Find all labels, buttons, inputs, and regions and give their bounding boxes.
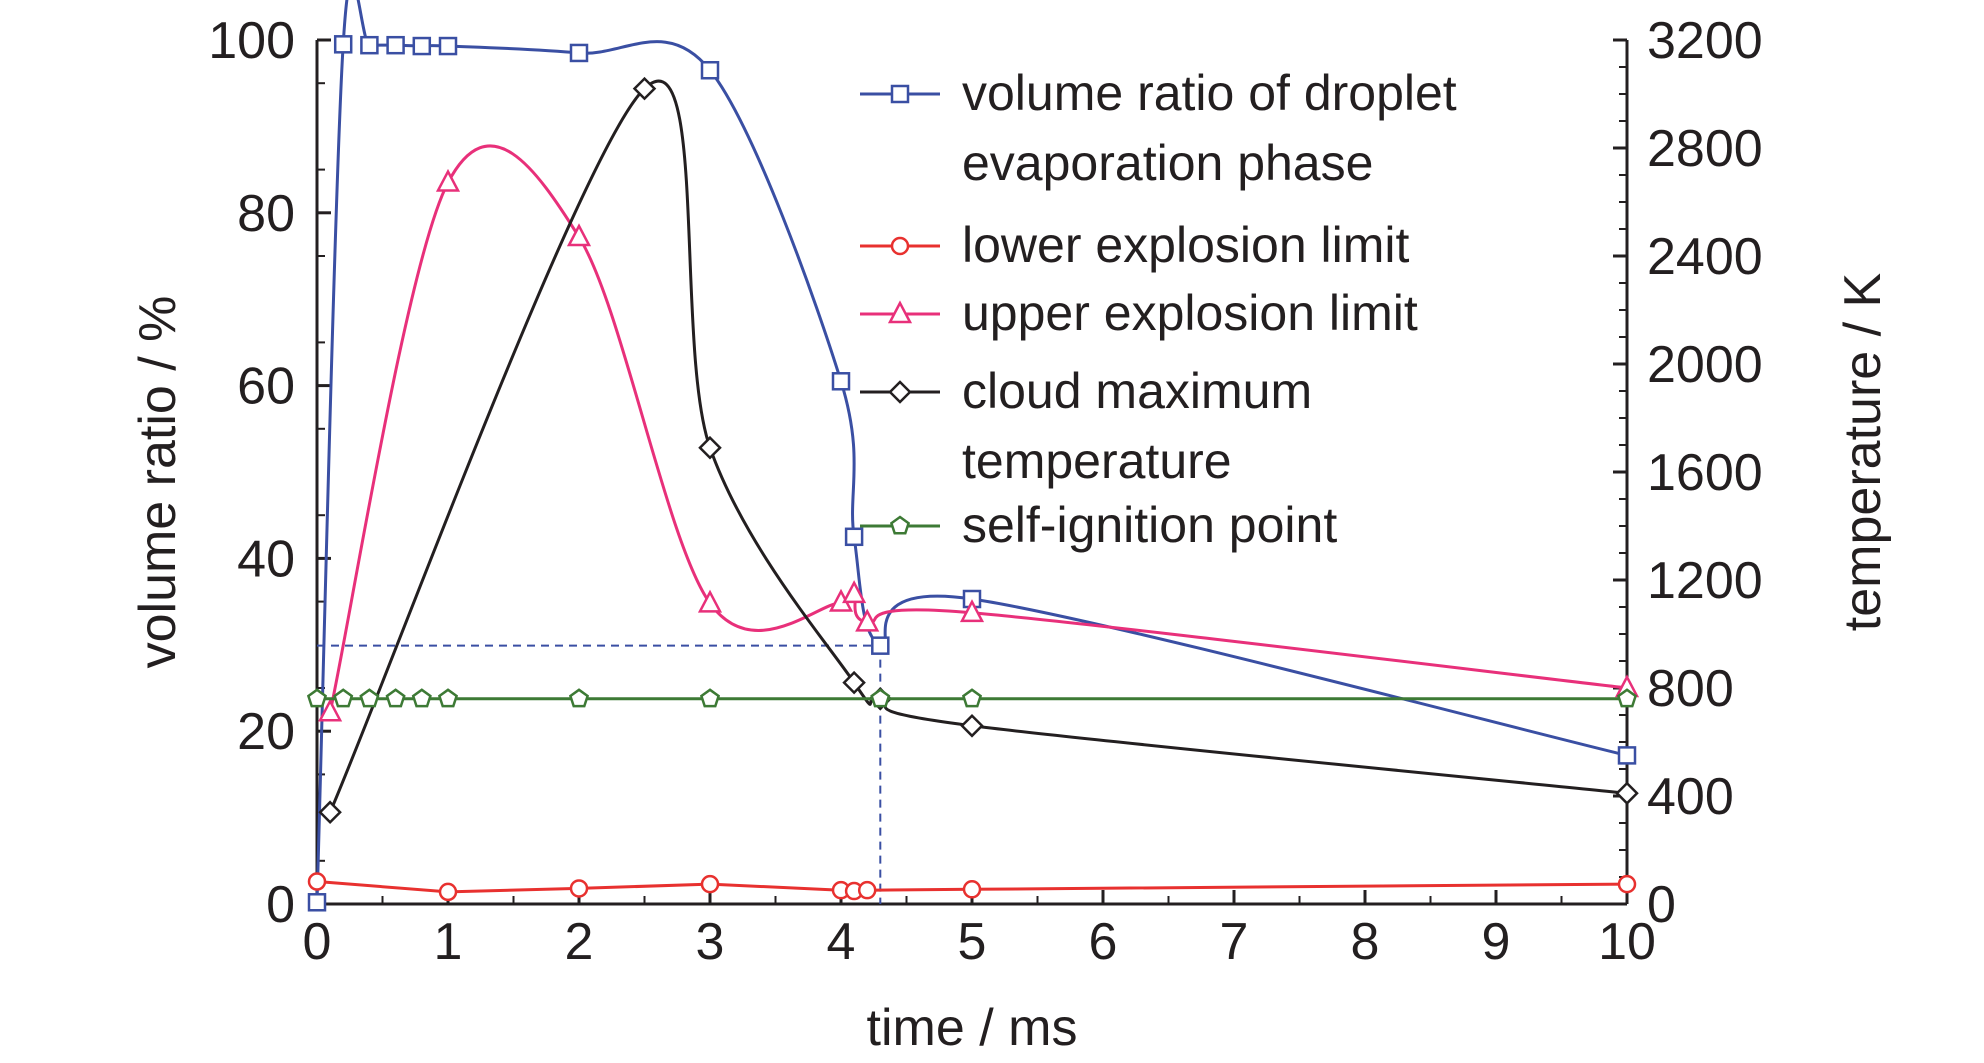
y2-tick-label: 2800 (1647, 120, 1763, 178)
data-point (307, 872, 327, 891)
data-point (855, 608, 880, 632)
data-point (842, 670, 866, 695)
x-tick-label: 2 (565, 913, 594, 971)
data-point (697, 589, 723, 613)
y2-tick-label: 400 (1647, 768, 1734, 826)
x-tick-label: 1 (434, 913, 463, 971)
data-point (438, 882, 458, 902)
data-point (385, 688, 406, 708)
x-tick-label: 9 (1482, 913, 1511, 971)
data-point (959, 599, 985, 623)
y2-tick-label: 1200 (1647, 552, 1763, 610)
legend-label: self-ignition point (962, 497, 1337, 553)
data-point (844, 527, 864, 547)
series-pentagon (306, 688, 1638, 708)
data-point (412, 36, 432, 56)
series-circle (307, 872, 1637, 902)
data-point (1617, 746, 1637, 765)
y-tick-label: 100 (208, 12, 295, 70)
y2-tick-label: 3200 (1647, 12, 1763, 70)
legend-marker (888, 380, 912, 404)
x-tick-label: 3 (696, 913, 725, 971)
series-line (315, 0, 1628, 903)
y2-axis-title: temperature / K (1834, 272, 1892, 631)
y-tick-label: 80 (237, 185, 295, 243)
legend-label: upper explosion limit (962, 285, 1418, 341)
y2-tick-label: 2400 (1647, 228, 1763, 286)
x-tick-label: 5 (958, 913, 987, 971)
data-point (960, 714, 984, 738)
data-point (333, 35, 353, 54)
data-point (698, 435, 722, 460)
legend-label: lower explosion limit (962, 217, 1409, 273)
x-tick-label: 8 (1351, 913, 1380, 971)
data-point (871, 636, 890, 655)
legend-label: volume ratio of droplet (962, 65, 1457, 121)
data-point (569, 879, 589, 898)
data-point (569, 43, 589, 63)
data-point (435, 168, 461, 192)
data-point (566, 223, 592, 247)
data-point (831, 372, 851, 391)
data-point (632, 76, 657, 101)
x-tick-label: 10 (1598, 913, 1656, 971)
legend-marker (887, 300, 913, 324)
data-point (306, 688, 328, 708)
data-point (318, 800, 342, 824)
data-point (961, 688, 983, 708)
legend: volume ratio of droplet evaporation phase… (860, 65, 1457, 553)
legend-marker (889, 515, 911, 535)
data-point (568, 688, 590, 708)
data-point (842, 580, 867, 604)
series-group (306, 0, 1640, 912)
data-point (333, 688, 354, 708)
y-tick-label: 0 (266, 876, 295, 934)
legend-label-line2: temperature (962, 433, 1232, 489)
y-axis-title: volume ratio / % (129, 296, 187, 669)
y2-tick-label: 0 (1647, 876, 1676, 934)
data-point (1616, 688, 1638, 708)
data-point (318, 698, 343, 722)
legend-label: cloud maximum (962, 363, 1312, 419)
x-axis-title: time / ms (867, 999, 1078, 1057)
y2-tick-label: 800 (1647, 660, 1734, 718)
legend-marker (890, 236, 910, 256)
data-point (700, 60, 720, 80)
x-tick-label: 7 (1220, 913, 1249, 971)
x-tick-label: 6 (1089, 913, 1118, 971)
y2-tick-label: 2000 (1647, 336, 1763, 394)
data-point (360, 35, 379, 55)
data-point (359, 688, 380, 708)
data-point (386, 35, 405, 55)
data-point (962, 880, 982, 899)
data-point (437, 688, 459, 708)
y-tick-label: 40 (237, 530, 295, 588)
y-tick-label: 60 (237, 358, 295, 416)
legend-label-line2: evaporation phase (962, 135, 1373, 191)
data-point (857, 880, 877, 900)
data-point (411, 688, 432, 708)
legend-marker (890, 84, 910, 104)
axes: 0 1 2 3 4 5 6 7 8 9 100204060801000400800120016002… (208, 12, 1762, 971)
y2-tick-label: 1600 (1647, 444, 1763, 502)
y-tick-label: 20 (237, 703, 295, 761)
data-point (1617, 874, 1637, 894)
data-point (307, 893, 327, 912)
data-point (870, 688, 891, 708)
data-point (1615, 781, 1639, 806)
series-square (307, 0, 1637, 912)
series-line (328, 79, 1628, 813)
data-point (699, 688, 721, 708)
series-triangle (318, 144, 1640, 722)
x-tick-label: 4 (827, 913, 856, 971)
x-tick-label: 0 (303, 913, 332, 971)
data-point (700, 874, 720, 894)
data-point (438, 36, 458, 56)
